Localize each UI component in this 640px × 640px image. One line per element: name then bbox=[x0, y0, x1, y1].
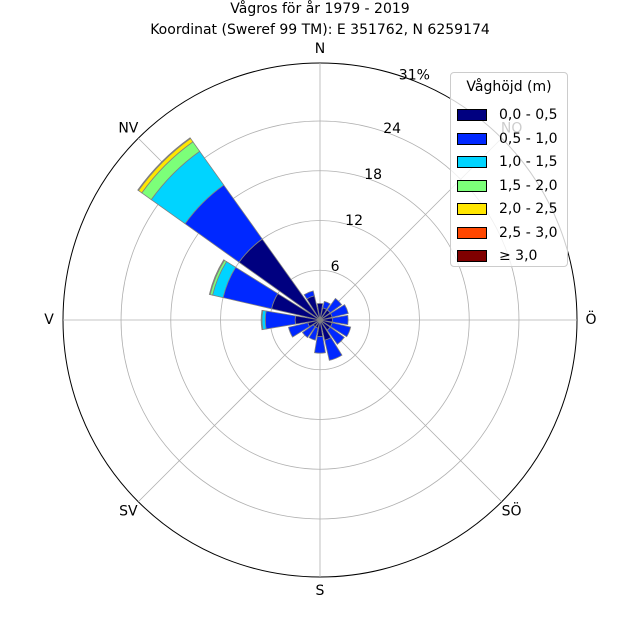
legend-label: ≥ 3,0 bbox=[499, 248, 538, 264]
rose-bar-segment bbox=[322, 300, 331, 311]
rose-bar-segment bbox=[301, 324, 316, 339]
chart-subtitle: Koordinat (Sweref 99 TM): E 351762, N 62… bbox=[150, 22, 490, 38]
rose-bar-segment bbox=[308, 326, 319, 341]
legend-item: 2,5 - 3,0 bbox=[457, 224, 557, 242]
chart-title: Vågros för år 1979 - 2019 bbox=[230, 0, 409, 17]
rose-bar-segment bbox=[326, 326, 345, 345]
radial-tick-label: 24 bbox=[383, 121, 401, 137]
legend-title: Våghöjd (m) bbox=[466, 79, 552, 95]
legend-label: 1,5 - 2,0 bbox=[499, 177, 558, 194]
radial-tick-label: 12 bbox=[345, 213, 363, 229]
legend-label: 2,5 - 3,0 bbox=[499, 224, 558, 241]
legend-swatch bbox=[457, 250, 487, 262]
rose-bar-segment bbox=[288, 322, 311, 338]
legend-item: 2,0 - 2,5 bbox=[457, 200, 557, 218]
legend-swatch bbox=[457, 132, 487, 145]
rose-bar-segment bbox=[324, 337, 343, 361]
direction-label: Ö bbox=[585, 310, 596, 328]
radial-tick-label: 6 bbox=[331, 259, 340, 275]
rose-bars bbox=[137, 137, 352, 361]
rose-bar-segment bbox=[260, 309, 264, 331]
direction-label: NV bbox=[118, 120, 138, 136]
rose-bar-segment bbox=[316, 303, 324, 321]
direction-label: SV bbox=[119, 504, 138, 520]
legend-label: 0,0 - 0,5 bbox=[499, 107, 558, 123]
legend-swatch bbox=[457, 109, 487, 121]
legend-label: 2,0 - 2,5 bbox=[499, 201, 558, 217]
legend-label: 0,5 - 1,0 bbox=[499, 130, 558, 147]
legend-label: 1,0 - 1,5 bbox=[499, 154, 558, 170]
legend-item: 0,0 - 0,5 bbox=[457, 106, 557, 124]
legend-item: 1,5 - 2,0 bbox=[457, 177, 557, 195]
radial-tick-labels: 6 12 18 24 31% bbox=[331, 68, 430, 275]
direction-label: S bbox=[316, 583, 325, 599]
legend-item: 0,5 - 1,0 bbox=[457, 130, 557, 148]
legend-swatch bbox=[457, 156, 487, 168]
grid-spoke bbox=[137, 319, 321, 503]
rose-bar-segment bbox=[331, 314, 349, 326]
rose-bar-segment bbox=[329, 304, 349, 318]
rose-bar-segment bbox=[208, 259, 225, 296]
rose-bar-segment bbox=[329, 322, 352, 338]
legend-item: 1,0 - 1,5 bbox=[457, 153, 557, 171]
radial-tick-label: 31% bbox=[399, 68, 430, 84]
direction-label: N bbox=[315, 41, 325, 57]
radial-tick-label: 18 bbox=[364, 167, 382, 183]
legend-swatch bbox=[457, 179, 487, 192]
rose-bar-segment bbox=[137, 137, 192, 192]
legend: Våghöjd (m) 0,0 - 0,5 0,5 - 1,0 1,0 - 1,5 1… bbox=[450, 72, 568, 267]
legend-item: ≥ 3,0 bbox=[457, 247, 537, 265]
rose-bar-segment bbox=[326, 297, 343, 314]
direction-label: SÖ bbox=[502, 502, 522, 520]
legend-swatch bbox=[457, 226, 487, 239]
direction-label: V bbox=[44, 312, 54, 328]
legend-swatch bbox=[457, 203, 487, 215]
rose-bar-segment bbox=[314, 335, 326, 354]
grid-spoke bbox=[319, 319, 503, 503]
rose-bar-segment bbox=[303, 290, 315, 300]
